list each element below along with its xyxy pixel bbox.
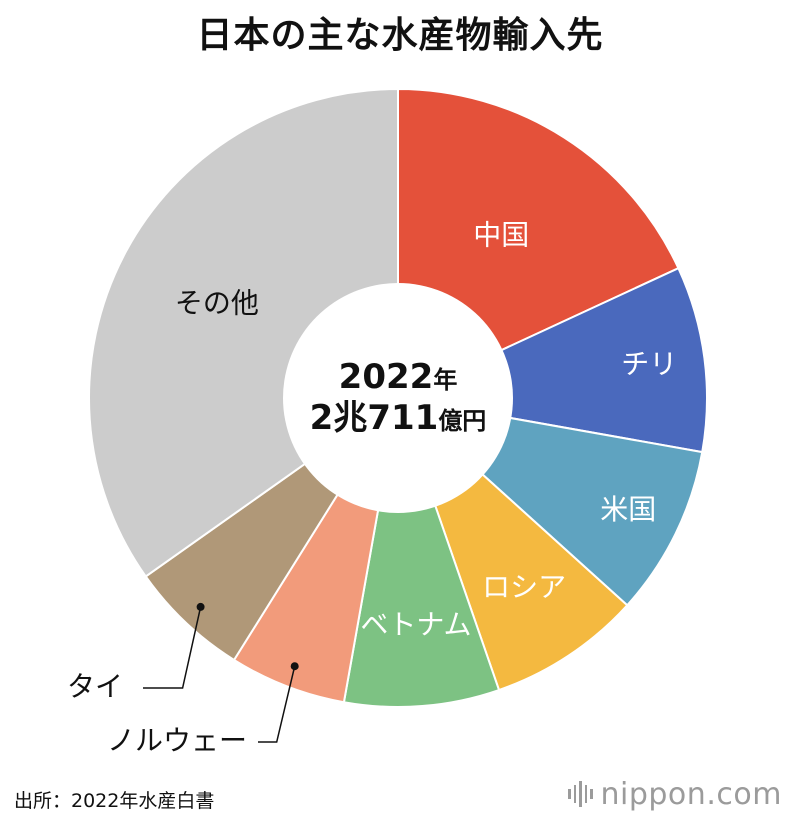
nippon-logo: nippon.com (568, 774, 782, 814)
logo-name: nippon (600, 776, 707, 812)
slice-label-chile: チリ (621, 348, 677, 381)
center-label-line2: 2兆711億円 (310, 398, 487, 438)
center-label-line1: 2022年 (339, 357, 458, 397)
slice-label-vietnam: ベトナム (360, 608, 471, 641)
chart-title: 日本の主な水産物輸入先 (196, 15, 604, 56)
slice-label-china: 中国 (473, 219, 529, 252)
center-total-unit: 億円 (438, 407, 486, 435)
leader-line-thailand (143, 606, 202, 689)
source-note: 出所：2022年水産白書 (14, 790, 215, 812)
slice-label-thailand: タイ (67, 670, 123, 703)
leader-dot-thailand (196, 602, 205, 611)
center-year-unit: 年 (433, 366, 457, 394)
slice-label-usa: 米国 (600, 493, 656, 526)
slice-other (88, 87, 399, 578)
logo-tld: com (716, 776, 782, 812)
center-year: 2022 (339, 357, 434, 397)
center-total: 2兆711 (310, 398, 439, 438)
leader-line-norway (258, 666, 296, 743)
leader-dot-norway (290, 662, 299, 671)
logo-bars-icon (568, 781, 593, 807)
leader-lines-group (143, 602, 299, 743)
logo-text: nippon.com (600, 776, 782, 812)
slice-label-other: その他 (175, 286, 259, 319)
slice-vietnam (342, 394, 501, 708)
slice-label-russia: ロシア (482, 571, 566, 604)
donut-hole (283, 283, 513, 513)
slice-label-norway: ノルウェー (107, 724, 247, 757)
